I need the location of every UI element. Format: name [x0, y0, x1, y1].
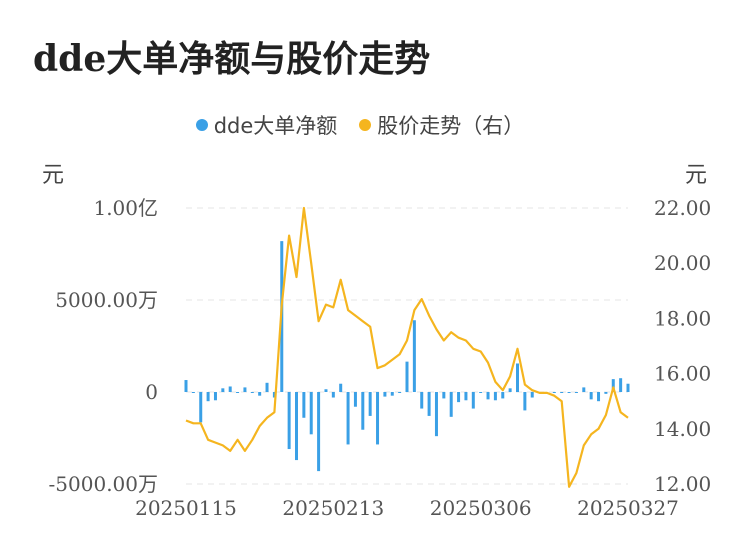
bar [213, 392, 217, 401]
bar [236, 392, 240, 393]
bar [560, 392, 564, 393]
bar [574, 392, 578, 393]
bar [464, 392, 468, 401]
x-tick-label: 20250306 [430, 496, 532, 520]
bar [302, 392, 306, 418]
bar [191, 392, 195, 393]
bar [434, 392, 438, 437]
bar [442, 392, 446, 399]
bar [619, 378, 623, 392]
bar [383, 392, 387, 397]
bar [405, 361, 409, 392]
bar [250, 392, 254, 393]
bar [523, 392, 527, 411]
left-tick-label: 5000.00万 [55, 288, 158, 312]
bar [604, 392, 608, 394]
bar [184, 380, 188, 392]
bar [471, 392, 475, 409]
bar [331, 392, 335, 398]
bar [412, 320, 416, 392]
bar [597, 392, 601, 402]
bar [361, 392, 365, 430]
bar [309, 392, 313, 435]
bar [221, 388, 225, 392]
right-tick-label: 20.00 [654, 251, 711, 275]
left-tick-label: -5000.00万 [49, 472, 158, 496]
bar [516, 363, 519, 392]
bar [589, 392, 593, 400]
bar [390, 392, 394, 396]
bar [353, 392, 357, 407]
left-tick-label: 1.00亿 [93, 196, 158, 220]
right-tick-label: 14.00 [654, 417, 711, 441]
bar [626, 383, 630, 392]
bar [457, 392, 461, 403]
legend: dde大单净额 股价走势（右） [0, 110, 720, 140]
bar [199, 392, 203, 423]
bar [368, 392, 372, 416]
bar [530, 392, 534, 398]
bar [611, 379, 615, 392]
bar [501, 392, 505, 399]
bar [339, 383, 343, 392]
right-axis-unit: 元 [685, 163, 708, 188]
left-axis-unit: 元 [42, 163, 65, 188]
right-tick-label: 22.00 [654, 196, 711, 220]
price-line [185, 206, 629, 488]
bar [479, 392, 483, 393]
chart-title: dde大单净额与股价走势 [33, 38, 431, 80]
bar [552, 392, 556, 393]
bar [272, 392, 276, 398]
x-tick-label: 20250115 [135, 496, 237, 520]
bar [243, 387, 247, 392]
bar [567, 392, 571, 393]
legend-label-price: 股价走势（右） [377, 114, 525, 138]
x-tick-label: 20250213 [282, 496, 384, 520]
bar [324, 389, 328, 392]
bar [582, 387, 586, 392]
bar [508, 388, 512, 392]
x-tick-label: 20250327 [577, 496, 679, 520]
legend-label-dde: dde大单净额 [213, 114, 338, 138]
bar [493, 392, 497, 401]
bar [398, 392, 402, 393]
legend-item-dde[interactable]: dde大单净额 [195, 110, 338, 140]
bar [295, 392, 298, 461]
bar [228, 386, 232, 392]
bar [376, 392, 380, 445]
right-tick-label: 12.00 [654, 472, 711, 496]
bar [317, 392, 321, 472]
bar [420, 392, 424, 409]
right-tick-label: 16.00 [654, 362, 711, 386]
left-tick-label: 0 [145, 380, 158, 404]
bar [287, 392, 291, 450]
right-tick-label: 18.00 [654, 306, 711, 330]
bar [346, 392, 350, 445]
bar [258, 392, 262, 396]
bar [486, 392, 490, 400]
bar [265, 382, 269, 392]
bar [449, 392, 453, 417]
legend-dot-icon [359, 119, 372, 131]
legend-dot-icon [195, 119, 208, 131]
legend-item-price[interactable]: 股价走势（右） [359, 110, 524, 140]
bar [427, 392, 431, 416]
bar [206, 392, 210, 402]
